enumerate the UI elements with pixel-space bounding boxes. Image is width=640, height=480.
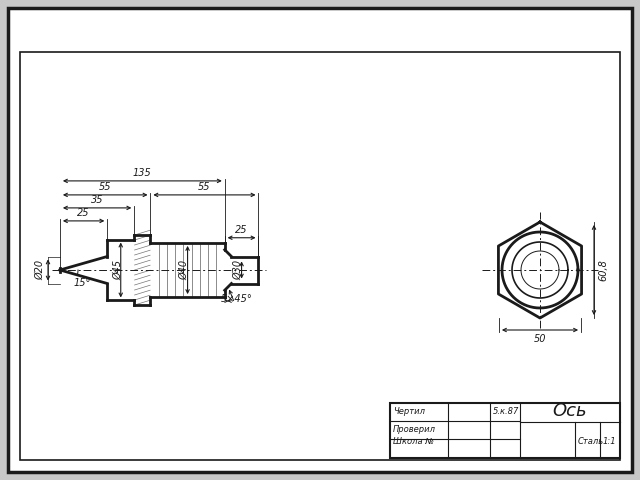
Text: 15°: 15°	[74, 277, 91, 288]
Text: Ось: Ось	[553, 401, 588, 420]
Text: 135: 135	[133, 168, 152, 178]
Text: 25: 25	[236, 225, 248, 235]
Text: 60,8: 60,8	[598, 259, 608, 281]
Text: Чертил: Чертил	[393, 408, 425, 417]
Bar	[20, 52, 620, 460]
Text: 5×45°: 5×45°	[221, 294, 253, 304]
Text: 5.к.87: 5.к.87	[493, 408, 520, 417]
Text: Проверил: Проверил	[393, 425, 436, 434]
Text: Сталь: Сталь	[578, 437, 604, 446]
Text: 25: 25	[77, 208, 90, 218]
Bar	[390, 403, 620, 458]
Text: Ø40: Ø40	[180, 260, 189, 280]
Text: 50: 50	[534, 334, 547, 344]
Text: Школа №: Школа №	[393, 437, 434, 446]
Text: 55: 55	[99, 182, 111, 192]
Text: 55: 55	[198, 182, 211, 192]
Text: Ø45: Ø45	[113, 260, 123, 280]
Text: Ø20: Ø20	[35, 260, 45, 280]
Text: 1:1: 1:1	[603, 437, 616, 446]
Text: 35: 35	[91, 195, 104, 205]
Text: Ø30: Ø30	[234, 260, 244, 280]
